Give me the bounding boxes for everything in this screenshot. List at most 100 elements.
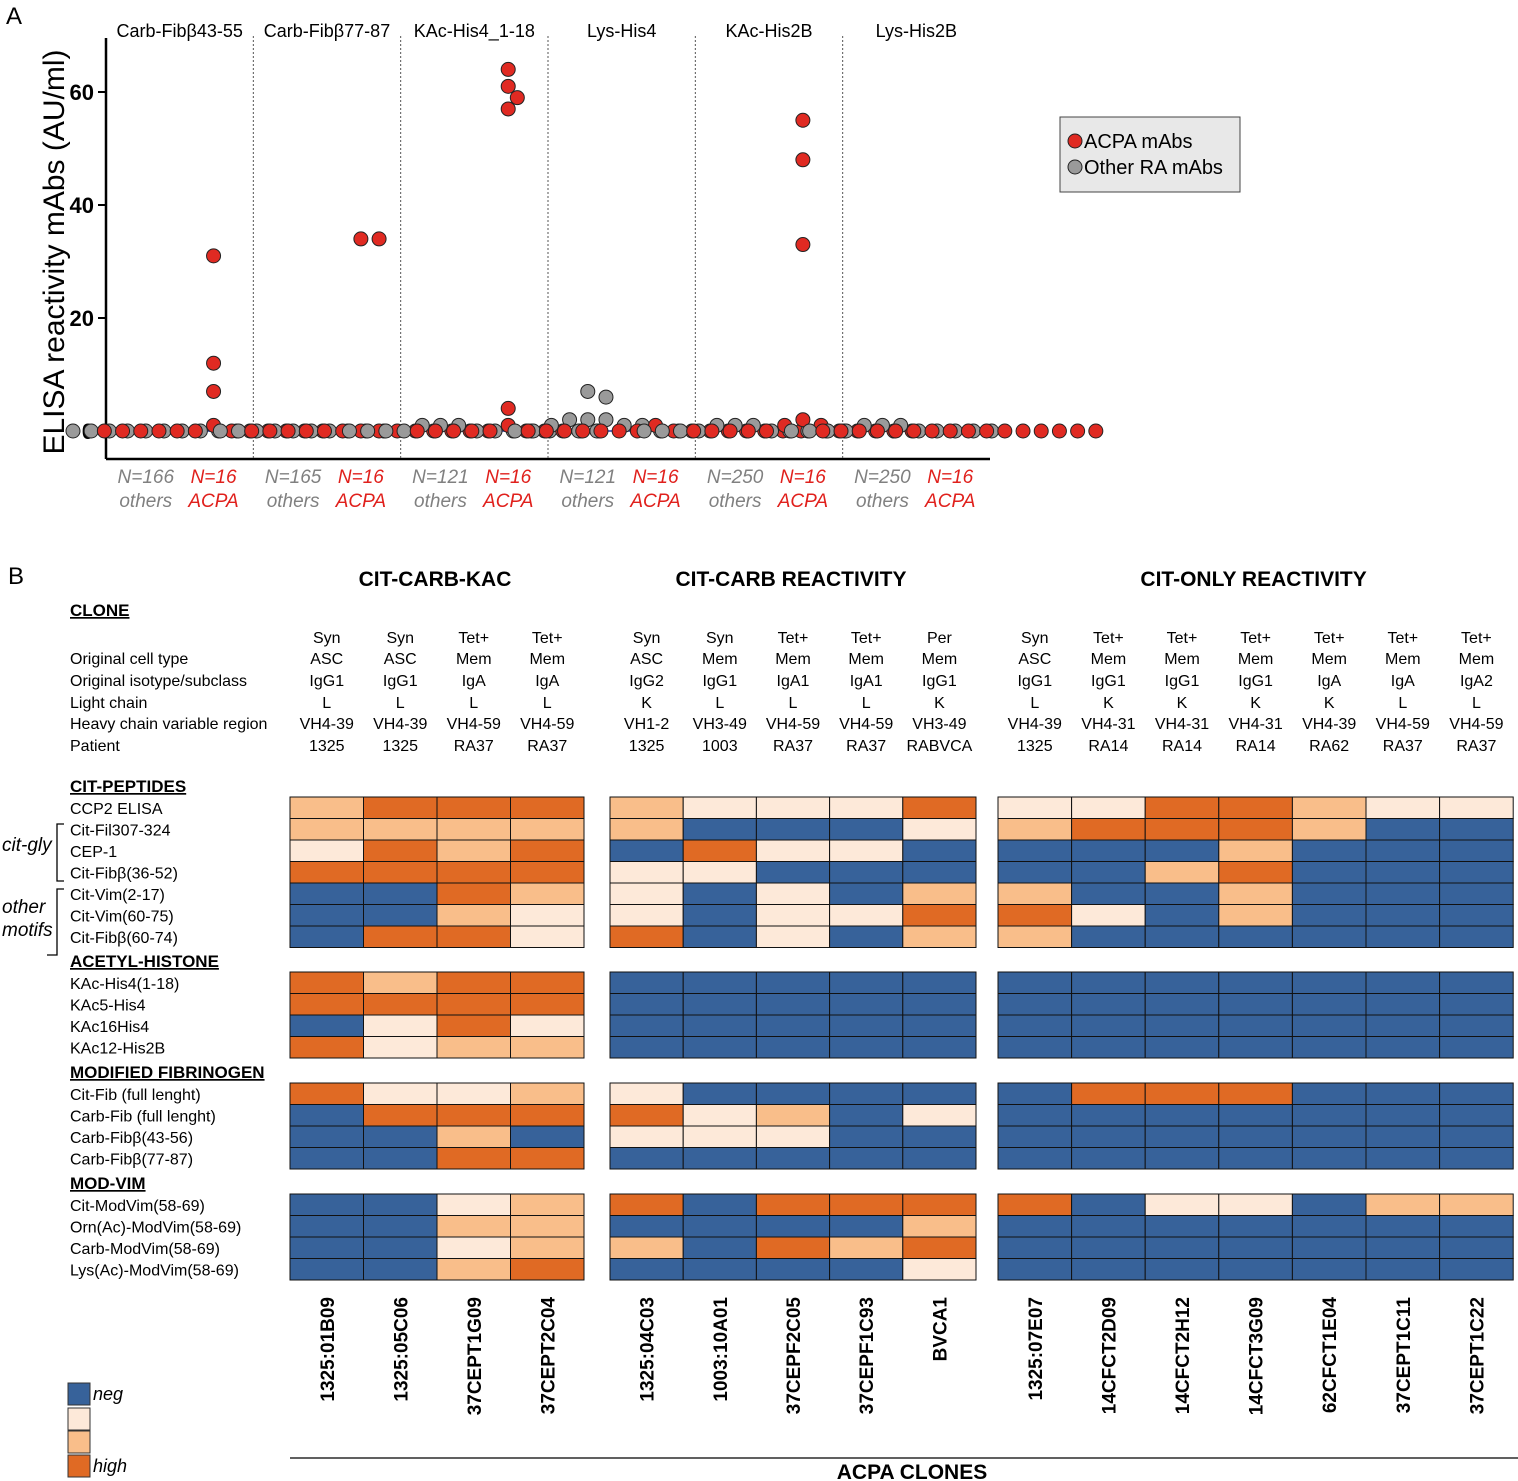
heatmap-cell [1218,818,1293,841]
heatmap-cell [609,1215,684,1238]
heatmap-row-label: CCP2 ELISA [70,801,163,818]
heatmap-cell [755,1258,831,1281]
heatmap-cell [436,796,511,819]
heatmap-cell [1218,1236,1293,1259]
heatmap-cell [1071,796,1146,819]
clone-meta-light: K [1324,695,1335,712]
clone-header: CLONE [70,601,130,620]
heatmap-row-label: Cit-Fib (full lenght) [70,1087,201,1104]
heatmap-cell [363,1104,438,1127]
heatmap-cell [755,818,831,841]
heatmap-cell [1144,1125,1220,1148]
clone-meta-cell_pre: Syn [1021,630,1049,647]
acpa-n-label: N=16 [780,467,826,488]
heatmap-cell [1218,861,1293,884]
clone-meta-isotype: IgG1 [309,673,344,690]
meta-row-label: Original isotype/subclass [70,673,247,690]
heatmap-cell [755,993,831,1016]
acpa-point [509,90,525,106]
clone-id-label: 37CEPT1C22 [1467,1297,1488,1414]
clone-meta-cell_pre: Tet+ [1387,630,1418,647]
others-point [636,423,652,439]
clone-meta-vh: VH3-49 [693,716,747,733]
acpa-point [280,423,296,439]
heatmap-cell [289,1014,364,1037]
heatmap-cell [829,971,904,994]
heatmap-cell [755,1125,831,1148]
heatmap-cell [510,904,585,927]
heatmap-cell [1144,1036,1220,1059]
heatmap-cell [1218,1258,1293,1281]
acpa-point [427,423,443,439]
heatmap-cell [755,882,831,905]
others-point [341,423,357,439]
heatmap-cell [1365,1082,1441,1105]
acpa-point [151,423,167,439]
clone-meta-isotype: IgG1 [383,673,418,690]
heatmap-cell [682,993,757,1016]
heatmap-cell [609,882,684,905]
clone-group-title: CIT-CARB-KAC [359,568,512,591]
heatmap-cell [1071,818,1146,841]
heatmap-cell [997,1125,1073,1148]
heatmap-cell [997,1036,1073,1059]
clone-id-label: 37CEPF1C93 [857,1297,878,1414]
acpa-sub-label: ACPA [335,491,386,512]
heatmap-cell [1365,1125,1441,1148]
heatmap-cell [1291,796,1367,819]
heatmap-cell [997,993,1073,1016]
heatmap-cell [289,1147,364,1170]
acpa-point [353,231,369,247]
heatmap-cell [436,1125,511,1148]
others-point [598,389,614,405]
heatmap-cell [363,882,438,905]
heatmap-cell [436,1104,511,1127]
heatmap-cell [1291,904,1367,927]
heatmap-cell [1439,971,1514,994]
heatmap-cell [436,1258,511,1281]
heatmap-cell [289,971,364,994]
heatmap-cell [829,904,904,927]
clone-meta-cell_pre: Tet+ [1167,630,1198,647]
others-n-label: N=250 [854,467,911,488]
clone-id-label: 14CFCT2H12 [1173,1297,1194,1414]
heatmap-cell [1144,1236,1220,1259]
heatmap-cell [902,1147,977,1170]
heatmap-cell [363,861,438,884]
acpa-point [1015,423,1031,439]
heatmap-cell [682,1193,757,1216]
heatmap-cell [609,1236,684,1259]
heatmap-cell [609,971,684,994]
heatmap-cell [289,796,364,819]
heatmap-cell [682,1104,757,1127]
heatmap-cell [1439,882,1514,905]
heatmap-cell [1144,904,1220,927]
others-n-label: N=250 [707,467,764,488]
others-point [802,423,818,439]
heatmap-cell [510,971,585,994]
heatmap-cell [1291,1215,1367,1238]
clone-meta-isotype: IgG1 [1091,673,1126,690]
heatmap-cell [436,1236,511,1259]
others-sub-label: others [267,491,320,512]
heatmap-cell [609,796,684,819]
acpa-point [557,423,573,439]
clone-meta-isotype: IgA [535,673,559,690]
heatmap-cell [289,925,364,948]
heatmap-cell [1365,882,1441,905]
heatmap-cell [363,1014,438,1037]
y-tick-label: 40 [70,193,94,218]
clone-id-label: 1325:07E07 [1026,1297,1047,1401]
clone-meta-patient: RA37 [846,738,886,755]
clone-meta-isotype: IgG1 [1238,673,1273,690]
heatmap-row-label: Carb-ModVim(58-69) [70,1241,220,1258]
heatmap-cell [997,796,1073,819]
heatmap-cell [1144,1014,1220,1037]
heatmap-cell [436,839,511,862]
others-n-label: N=166 [118,467,175,488]
heatmap-cell [363,796,438,819]
heatmap-cell [289,1082,364,1105]
heatmap-cell [682,1215,757,1238]
heatmap-cell [363,818,438,841]
